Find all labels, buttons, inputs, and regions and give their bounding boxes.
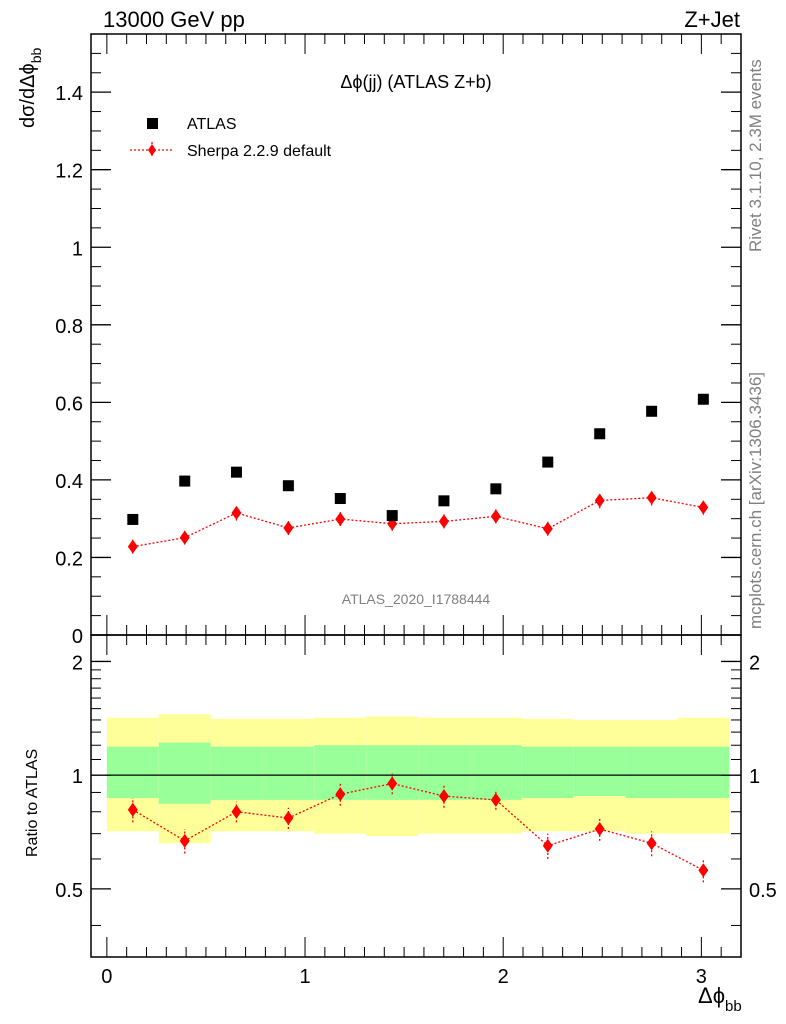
atlas-point (127, 513, 139, 525)
rivet-label: Rivet 3.1.10, 2.3M events (746, 59, 765, 252)
sherpa-point (127, 539, 138, 554)
legend-atlas-marker (147, 118, 158, 129)
ratio-band-inner (625, 746, 678, 798)
main-y-axis-label-main: dσ/dΔϕ (17, 63, 39, 128)
main-panel: 00.20.40.60.811.21.4 Δϕ(jj) (ATLAS Z+b) … (17, 33, 742, 648)
sherpa-ratio-point (231, 804, 242, 819)
sherpa-point (179, 530, 190, 545)
main-ytick-label: 1 (72, 238, 83, 260)
ratio-panel-frame (90, 634, 742, 958)
energy-label: 13000 GeV pp (103, 7, 245, 32)
sherpa-ratio-point (283, 811, 294, 826)
ratio-plot-area (91, 714, 741, 883)
main-plot-area (127, 393, 709, 554)
legend-sherpa-marker (148, 144, 156, 156)
x-axis-label: Δϕbb (698, 983, 742, 1015)
ratio-band-inner (158, 742, 211, 804)
legend-atlas-label: ATLAS (187, 116, 237, 133)
sherpa-point (698, 500, 709, 515)
main-y-axis-label-sub: bb (28, 47, 44, 63)
x-axis-label-sub: bb (725, 998, 742, 1015)
ratio-ytick-label-right: 2 (749, 652, 760, 674)
sherpa-ratio-point (646, 836, 657, 851)
process-label: Z+Jet (684, 7, 740, 32)
sherpa-point (542, 521, 553, 536)
mcplots-label: mcplots.cern.ch [arXiv:1306.3436] (746, 372, 765, 629)
sherpa-ratio-point (490, 792, 501, 807)
ratio-ytick-label-right: 0.5 (749, 880, 777, 902)
sherpa-ratio-point (387, 776, 398, 791)
ratio-band-inner (106, 746, 159, 798)
atlas-point (386, 510, 398, 522)
xtick-label: 2 (498, 966, 509, 988)
ratio-ytick-label-right: 1 (749, 766, 760, 788)
atlas-point (594, 428, 606, 440)
main-ytick-label: 0.8 (55, 316, 83, 338)
sherpa-point (335, 512, 346, 527)
ratio-ytick-label-left: 2 (72, 652, 83, 674)
main-plot-title: Δϕ(jj) (ATLAS Z+b) (340, 72, 491, 92)
sherpa-ratio-point (335, 787, 346, 802)
atlas-point (438, 495, 450, 507)
atlas-point (646, 405, 658, 417)
sherpa-ratio-point (179, 833, 190, 848)
ratio-ytick-label-left: 1 (72, 766, 83, 788)
sherpa-ratio-point (698, 863, 709, 878)
main-ytick-label: 0.2 (55, 548, 83, 570)
legend-sherpa-label: Sherpa 2.2.9 default (187, 143, 332, 160)
atlas-point (282, 480, 294, 492)
sherpa-line (132, 497, 704, 548)
main-axis-ticks: 0 0.2 0.4 0.6 0.8 1 1.2 1.4 (55, 34, 741, 648)
ratio-ytick-label-left: 0.5 (55, 880, 83, 902)
ratio-band-inner (210, 746, 263, 800)
ratio-band-inner (573, 746, 626, 797)
sherpa-ratio-point (542, 838, 553, 853)
ratio-axis-ticks: 0.5 0.5 1 1 2 2 0 1 2 3 (55, 635, 777, 988)
sherpa-point (594, 493, 605, 508)
xtick-label: 1 (299, 966, 310, 988)
atlas-point (697, 393, 709, 405)
sherpa-ratio-point (594, 822, 605, 837)
atlas-point (230, 466, 242, 478)
ratio-band-inner (262, 746, 315, 800)
atlas-point (334, 493, 346, 505)
ratio-band-inner (470, 745, 522, 800)
xtick-label: 3 (696, 966, 707, 988)
ratio-y-axis-label: Ratio to ATLAS (24, 749, 41, 857)
main-y-axis-label: dσ/dΔϕbb (17, 47, 44, 128)
ratio-band-inner (366, 745, 419, 800)
sherpa-point (490, 509, 501, 524)
ratio-band-inner (677, 746, 730, 798)
sherpa-point (646, 490, 657, 505)
main-ytick-label: 1.4 (55, 83, 83, 105)
atlas-point (542, 456, 554, 468)
ratio-band-inner (521, 746, 574, 798)
main-ytick-label: 0 (72, 626, 83, 648)
main-ytick-label: 0.4 (55, 471, 83, 493)
sherpa-ratio-line (132, 782, 704, 871)
legend: ATLAS Sherpa 2.2.9 default (130, 116, 332, 160)
x-axis-label-main: Δϕ (698, 983, 725, 1008)
analysis-watermark: ATLAS_2020_I1788444 (342, 591, 491, 607)
sherpa-point (231, 505, 242, 520)
sherpa-point (438, 514, 449, 529)
sherpa-ratio-point (438, 789, 449, 804)
sherpa-point (283, 520, 294, 535)
main-ytick-label: 0.6 (55, 393, 83, 415)
atlas-point (179, 475, 191, 487)
xtick-label: 0 (101, 966, 112, 988)
atlas-point (490, 483, 502, 495)
sherpa-ratio-point (127, 802, 138, 817)
main-ytick-label: 1.2 (55, 161, 83, 183)
ratio-panel: 0.5 0.5 1 1 2 2 0 1 2 3 Ratio to ATLAS Δϕbb (24, 634, 777, 1015)
